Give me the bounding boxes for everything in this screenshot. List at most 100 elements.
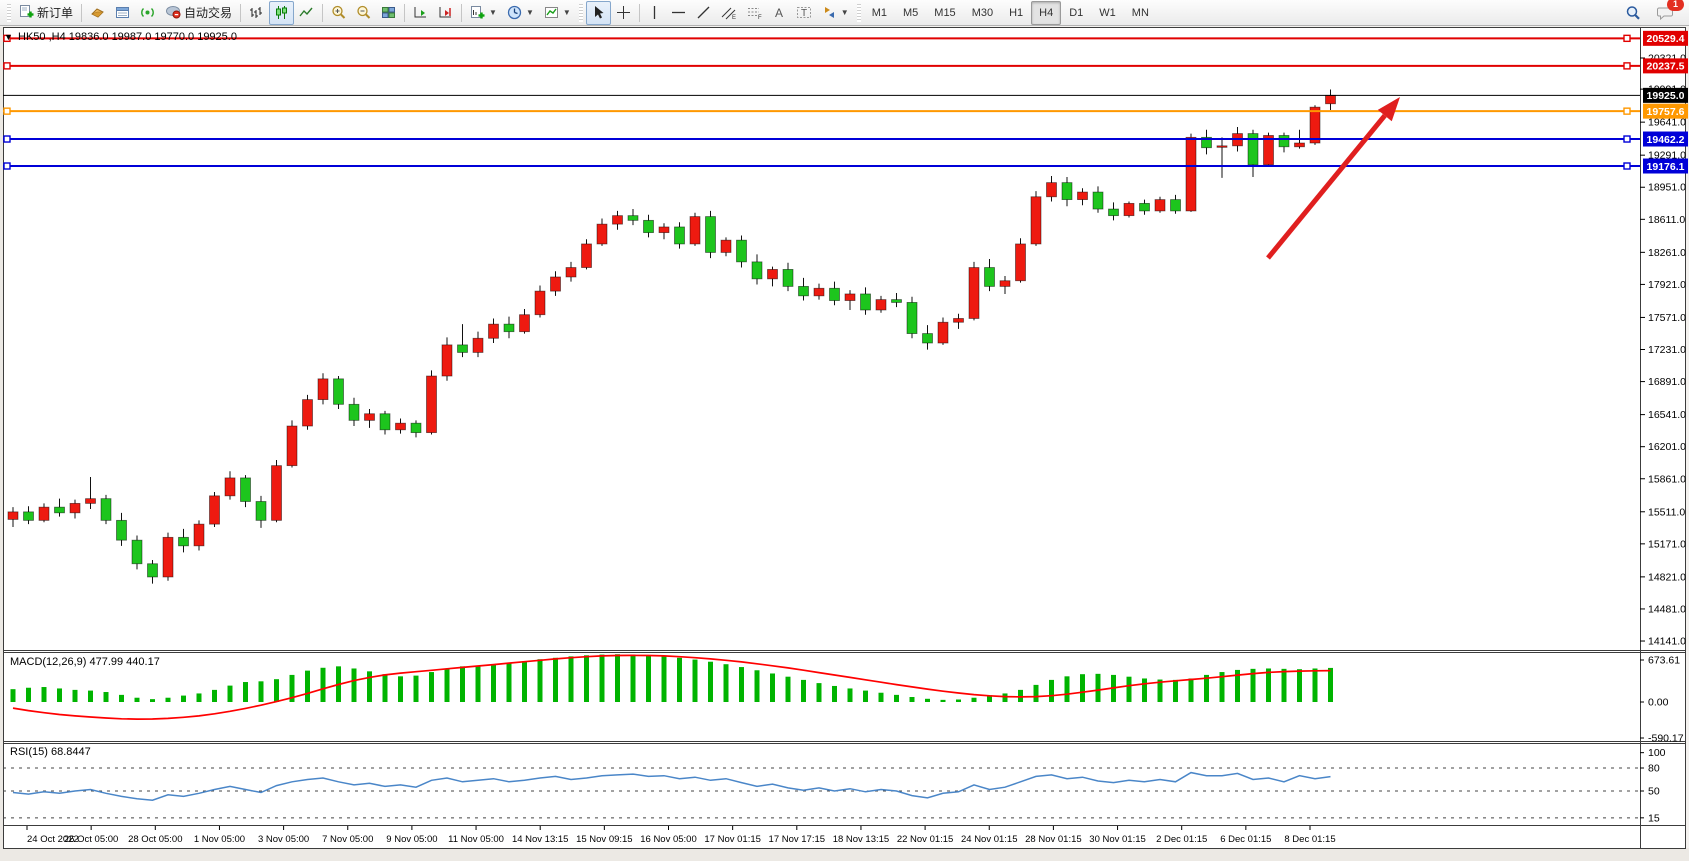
market-watch-button[interactable] (85, 1, 110, 25)
line-end-handle[interactable] (1623, 62, 1631, 70)
dropdown-caret-icon: ▼ (562, 8, 571, 17)
candlestick (1247, 129, 1259, 177)
line-end-handle[interactable] (1623, 107, 1631, 115)
toolbar-grip (856, 3, 861, 22)
macd-histogram-bar (10, 689, 16, 702)
zoom-out-button[interactable] (351, 1, 376, 25)
timeframe-button-M30[interactable]: M30 (971, 6, 994, 19)
candlestick (1030, 191, 1042, 246)
channel-icon: E (721, 7, 736, 20)
trendline-tool-button[interactable] (691, 1, 716, 25)
equidistant-channel-tool-button[interactable]: E (716, 1, 742, 25)
macd-histogram-bar (1126, 676, 1132, 702)
macd-histogram-bar (863, 690, 868, 702)
time-tick-label: 24 Nov 01:15 (961, 834, 1018, 845)
line-end-handle[interactable] (1623, 135, 1631, 143)
profiles-clock-icon (507, 5, 522, 20)
candlestick (193, 520, 205, 551)
new-chart-button[interactable]: ▼ (465, 1, 502, 25)
candlestick (302, 394, 313, 430)
text-label-tool-button[interactable]: T (791, 1, 817, 25)
timeframe-button-M15[interactable]: M15 (934, 6, 956, 19)
line-end-handle[interactable] (1623, 162, 1631, 170)
market-watch-icon (91, 8, 104, 18)
rsi-axis-label: 80 (1648, 762, 1660, 774)
auto-scroll-button[interactable] (408, 1, 433, 25)
candlestick (844, 290, 856, 310)
horizontal-line-19757.6[interactable]: 19757.6 (3, 103, 1688, 119)
line-end-handle[interactable] (3, 162, 11, 170)
candlestick (829, 281, 840, 306)
line-end-handle[interactable] (3, 34, 11, 43)
horizontal-line-20237.5[interactable]: 20237.5 (3, 58, 1688, 74)
horizontal-line-19176.1[interactable]: 19176.1 (3, 158, 1688, 174)
zoom-in-icon (332, 5, 346, 19)
candlestick (875, 295, 887, 313)
macd-histogram-bar (1064, 676, 1070, 702)
new-order-label: 新订单 (37, 6, 74, 20)
candlestick (38, 503, 50, 523)
timeframe-button-MN[interactable]: MN (1131, 6, 1149, 19)
horizontal-line-20529.4[interactable]: 20529.4 (3, 30, 1688, 46)
macd-histogram-bar (599, 654, 605, 702)
chart-shift-button[interactable] (433, 1, 458, 25)
new-order-button[interactable]: 新订单 (14, 1, 78, 25)
timeframe-button-M5[interactable]: M5 (903, 6, 919, 19)
svg-text:A: A (775, 6, 783, 20)
vertical-line-icon (653, 6, 655, 19)
bar-chart-icon (250, 7, 263, 18)
fibonacci-tool-button[interactable]: F (742, 1, 768, 25)
time-tick-label: 17 Nov 01:15 (704, 834, 761, 845)
timeframe-button-H1[interactable]: H1 (1009, 6, 1024, 19)
timeframe-button-D1[interactable]: D1 (1069, 6, 1084, 19)
candlestick (736, 235, 747, 268)
search-button[interactable] (1620, 1, 1646, 25)
line-chart-button[interactable] (294, 1, 319, 25)
candlestick (147, 559, 158, 584)
line-chart-icon (299, 7, 313, 17)
zoom-out-icon (357, 5, 371, 19)
timeframe-button-W1[interactable]: W1 (1099, 6, 1116, 19)
zoom-in-button[interactable] (326, 1, 351, 25)
cursor-button[interactable] (585, 0, 611, 25)
signals-button[interactable] (135, 1, 160, 25)
line-end-handle[interactable] (3, 62, 11, 70)
new-chart-icon (471, 6, 485, 19)
rsi-indicator-label: RSI(15) 68.8447 (10, 746, 91, 758)
indicators-button[interactable]: ▼ (539, 1, 576, 25)
price-tick-label: 14821.0 (1648, 571, 1686, 583)
horizontal-line-19925.0[interactable]: 19925.0 (3, 87, 1688, 103)
candlestick (441, 337, 453, 381)
candlestick-chart-button[interactable] (269, 0, 295, 25)
text-tool-button[interactable]: A (768, 1, 791, 25)
line-end-handle[interactable] (3, 107, 11, 115)
arrow-annotation[interactable] (1266, 97, 1400, 260)
tile-windows-button[interactable] (376, 1, 401, 25)
line-end-handle[interactable] (1623, 34, 1631, 43)
autotrading-button[interactable]: 自动交易 (160, 1, 237, 25)
crosshair-button[interactable] (611, 1, 636, 25)
timeframe-button-M1[interactable]: M1 (871, 6, 887, 19)
horizontal-line-tool-button[interactable] (666, 1, 691, 25)
candlestick (1185, 133, 1197, 212)
arrows-icon (824, 7, 834, 18)
timeframe-button-H4[interactable]: H4 (1031, 0, 1062, 25)
bar-chart-button[interactable] (244, 1, 269, 25)
chat-button[interactable]: 1 (1652, 0, 1684, 25)
candlestick (23, 506, 34, 525)
arrows-tool-button[interactable]: ▼ (817, 1, 854, 25)
vertical-line-tool-button[interactable] (643, 1, 666, 25)
chart-title-text: HK50 ,H4 19836.0 19987.0 19770.0 19925.0 (18, 31, 237, 43)
macd-histogram-bar (1219, 672, 1225, 702)
price-badge-label: 19757.6 (1647, 106, 1685, 118)
profiles-button[interactable]: ▼ (502, 1, 539, 25)
signals-icon (141, 7, 154, 18)
data-window-button[interactable] (110, 1, 135, 25)
candlestick (410, 420, 422, 438)
line-end-handle[interactable] (3, 135, 11, 143)
macd-histogram-bar (506, 663, 512, 702)
macd-histogram-bar (1266, 668, 1271, 702)
candlestick (922, 325, 933, 350)
macd-axis-label: 0.00 (1648, 697, 1669, 709)
